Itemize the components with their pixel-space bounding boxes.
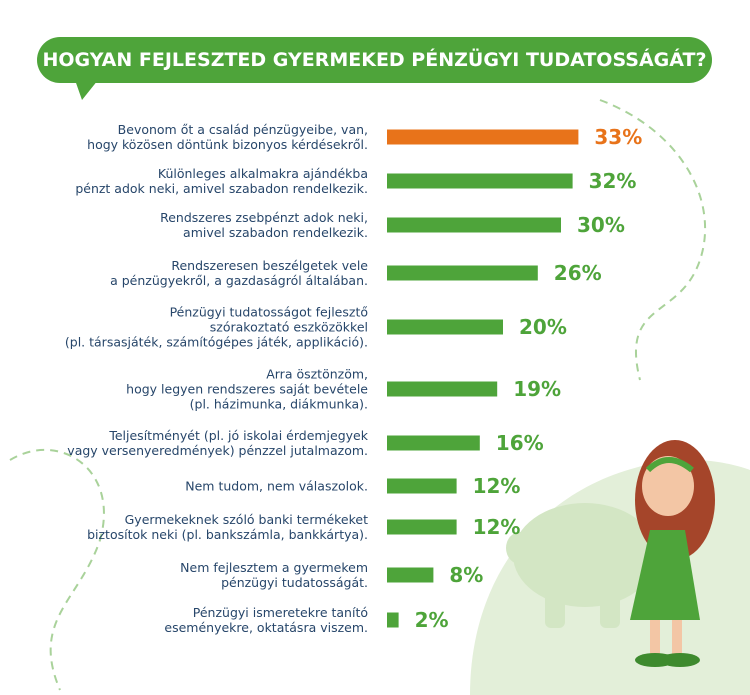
bar — [387, 381, 498, 397]
decor-line — [599, 99, 707, 381]
category-label: Nem fejlesztem a gyermekem pénzügyi tuda… — [180, 560, 368, 590]
bar — [387, 612, 399, 628]
value-label: 20% — [519, 315, 567, 339]
category-label: Pénzügyi tudatosságot fejlesztő szórakoz… — [64, 304, 368, 350]
value-label: 12% — [472, 515, 521, 539]
value-label: 32% — [588, 169, 637, 193]
bars — [387, 129, 579, 628]
value-label: 12% — [472, 474, 521, 498]
bar — [387, 129, 579, 145]
bar — [387, 519, 457, 535]
category-label: Rendszeres zsebpénzt adok neki, amivel s… — [160, 210, 368, 240]
girl — [630, 440, 715, 667]
category-label: Rendszeresen beszélgetek vele a pénzügye… — [110, 258, 368, 288]
title-banner-tail — [75, 80, 98, 100]
bar — [387, 567, 434, 583]
decor-line — [9, 449, 105, 691]
value-label: 33% — [594, 125, 643, 149]
value-label: 8% — [449, 563, 484, 587]
value-label: 2% — [414, 608, 449, 632]
value-label: 26% — [553, 261, 602, 285]
value-label: 30% — [577, 213, 625, 237]
piggy-bank — [506, 503, 657, 628]
category-label: Különleges alkalmakra ajándékba pénzt ad… — [75, 166, 368, 196]
bar — [387, 173, 573, 189]
chart-title: HOGYAN FEJLESZTED GYERMEKED PÉNZÜGYI TUD… — [42, 49, 707, 71]
category-label: Bevonom őt a család pénzügyeibe, van, ho… — [87, 122, 368, 152]
value-label: 16% — [495, 431, 544, 455]
bar — [387, 265, 538, 281]
bar — [387, 217, 561, 233]
category-label: Arra ösztönzöm, hogy legyen rendszeres s… — [126, 366, 368, 412]
title-banner — [37, 37, 712, 83]
bar — [387, 319, 503, 335]
category-label: Teljesítményét (pl. jó iskolai érdemjegy… — [67, 428, 368, 458]
category-label: Pénzügyi ismeretekre tanító eseményekre,… — [164, 605, 368, 635]
value-label: 19% — [513, 377, 562, 401]
bar — [387, 478, 457, 494]
category-label: Gyermekeknek szóló banki termékeket bizt… — [87, 512, 368, 542]
category-label: Nem tudom, nem válaszolok. — [185, 478, 368, 494]
bar — [387, 435, 480, 451]
